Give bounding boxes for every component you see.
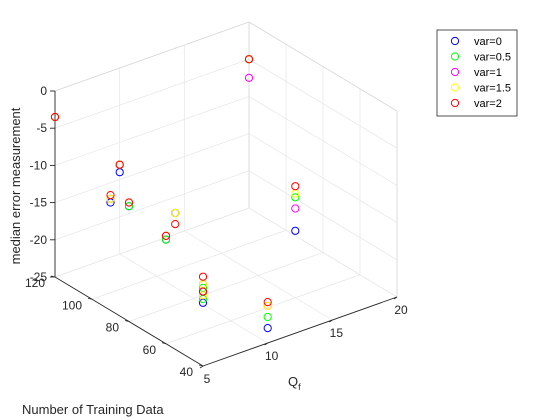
grid-line xyxy=(128,252,324,322)
box-edge xyxy=(54,21,250,92)
data-point xyxy=(171,208,180,218)
data-point xyxy=(263,298,272,307)
data-point xyxy=(291,226,300,235)
data-point xyxy=(124,198,134,207)
y-tick-label: 100 xyxy=(62,298,82,312)
y-tick-mark xyxy=(161,342,167,345)
legend-marker xyxy=(450,36,460,46)
x-tick-label: 10 xyxy=(265,349,279,363)
x-axis-label: Qf xyxy=(288,374,301,392)
data-point xyxy=(50,112,60,122)
grid-line xyxy=(248,58,398,149)
y-tick-mark xyxy=(87,297,93,300)
grid-line xyxy=(54,96,250,166)
data-point xyxy=(291,193,300,202)
y-tick-mark xyxy=(198,364,204,367)
x-axis-line xyxy=(202,296,398,367)
z-tick-label: -20 xyxy=(30,233,48,247)
z-tick-label: -5 xyxy=(36,121,47,135)
data-point xyxy=(244,55,254,64)
legend-box xyxy=(436,29,518,117)
axes-box xyxy=(50,21,398,369)
y-tick-mark xyxy=(124,320,130,322)
data-point xyxy=(198,291,208,300)
z-tick-label: -25 xyxy=(30,270,48,284)
data-point xyxy=(291,204,300,213)
x-tick-mark xyxy=(264,342,268,346)
z-axis-label: median error measurement xyxy=(8,107,23,264)
y-tick-label: 40 xyxy=(180,365,194,379)
box-edge xyxy=(248,21,398,112)
y-tick-label: 80 xyxy=(106,321,120,335)
grid-line xyxy=(248,207,398,298)
legend-marker xyxy=(450,52,460,61)
x-tick-mark xyxy=(329,319,333,323)
grid-line xyxy=(248,133,398,223)
y-tick-label: 60 xyxy=(143,343,157,357)
data-point xyxy=(124,202,134,211)
data-point xyxy=(115,160,124,169)
x-tick-label: 5 xyxy=(204,372,211,386)
data-point xyxy=(291,182,300,191)
data-point xyxy=(161,235,171,244)
z-tick-label: -10 xyxy=(30,158,48,172)
legend-marker xyxy=(450,67,460,77)
grid-line xyxy=(248,170,398,261)
x-tick-label: 15 xyxy=(330,326,344,340)
legend-label: var=1.5 xyxy=(474,83,511,95)
legend-marker xyxy=(450,98,460,108)
data-points xyxy=(50,55,300,333)
legend-label: var=0.5 xyxy=(474,52,511,64)
y-axis-label: Number of Training Data xyxy=(22,402,164,417)
y-tick-label: 120 xyxy=(25,276,45,290)
data-point xyxy=(263,301,272,310)
grid-line xyxy=(54,207,250,278)
z-tick-label: -15 xyxy=(30,196,48,210)
data-point xyxy=(106,194,115,203)
x-tick-mark xyxy=(393,296,398,300)
legend-label: var=1 xyxy=(474,67,502,79)
data-point xyxy=(198,287,208,296)
legend: var=0 var=0.5 var=1 var=1.5 var=2 xyxy=(436,29,518,117)
data-point xyxy=(171,220,180,229)
x-tick-label: 20 xyxy=(394,303,408,317)
data-point xyxy=(263,312,272,322)
tick-labels: 5 10 15 20 40 60 80 100 120 0 -5 -10 -15 -20 -25 xyxy=(25,84,408,386)
legend-marker xyxy=(450,83,460,92)
grid-line xyxy=(91,229,287,300)
data-point xyxy=(161,231,171,240)
legend-label: var=0 xyxy=(474,36,502,48)
legend-label: var=2 xyxy=(474,98,502,110)
grid-line xyxy=(54,133,250,203)
data-point xyxy=(263,324,272,333)
grid-line xyxy=(54,58,250,129)
grid-line xyxy=(54,170,250,241)
data-point xyxy=(244,73,254,82)
data-point xyxy=(106,191,115,200)
grid-lines xyxy=(54,21,398,367)
grid-line xyxy=(165,274,361,345)
data-point xyxy=(198,272,208,281)
z-tick-label: 0 xyxy=(40,84,47,98)
grid-line xyxy=(248,96,398,186)
